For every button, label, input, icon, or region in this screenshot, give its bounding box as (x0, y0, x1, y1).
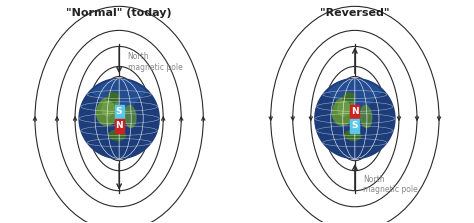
Ellipse shape (337, 101, 350, 116)
Ellipse shape (125, 105, 136, 128)
Text: N: N (115, 121, 123, 130)
FancyBboxPatch shape (350, 119, 359, 132)
Text: S: S (352, 121, 358, 130)
Ellipse shape (102, 101, 114, 116)
FancyBboxPatch shape (115, 119, 124, 132)
Text: North
magnetic pole: North magnetic pole (128, 52, 182, 72)
Text: S: S (116, 107, 122, 116)
Ellipse shape (107, 93, 119, 103)
Text: "Reversed": "Reversed" (320, 8, 390, 18)
Ellipse shape (345, 130, 361, 140)
Wedge shape (92, 81, 146, 119)
Text: N: N (351, 107, 359, 116)
Ellipse shape (360, 105, 372, 128)
Ellipse shape (97, 97, 119, 125)
Circle shape (315, 78, 395, 159)
FancyBboxPatch shape (115, 105, 124, 118)
Circle shape (79, 78, 159, 159)
Ellipse shape (109, 130, 125, 140)
Text: "Normal" (today): "Normal" (today) (66, 8, 172, 18)
Text: North
magnetic pole: North magnetic pole (364, 175, 418, 194)
Ellipse shape (343, 93, 355, 103)
Ellipse shape (332, 97, 355, 125)
FancyBboxPatch shape (350, 105, 359, 118)
Wedge shape (328, 81, 382, 119)
